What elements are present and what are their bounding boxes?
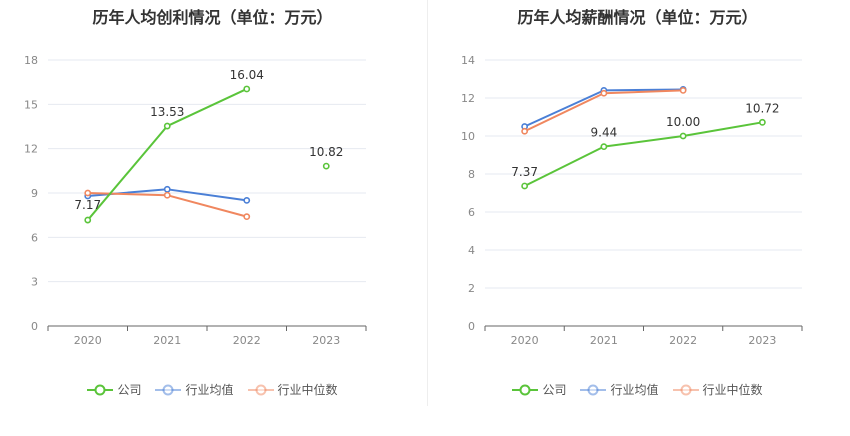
series-line-segment (87, 188, 168, 197)
data-point (679, 132, 687, 140)
data-label: 9.44 (591, 126, 618, 140)
y-tick-label: 2 (468, 282, 475, 295)
data-point (243, 85, 251, 93)
y-tick-label: 8 (468, 168, 475, 181)
legend-marker (587, 384, 599, 395)
data-point (521, 127, 529, 135)
legend-item[interactable]: 行业均值 (155, 381, 234, 398)
legend-swatch-icon (87, 384, 114, 395)
data-label: 7.37 (511, 165, 538, 179)
x-tick-label: 2021 (590, 334, 618, 347)
series-line-segment (603, 89, 684, 95)
y-tick-label: 6 (31, 231, 38, 244)
y-tick-label: 10 (461, 130, 475, 143)
data-point (322, 162, 330, 170)
data-point (521, 182, 529, 190)
data-point (163, 185, 171, 193)
series-line-segment (524, 145, 605, 187)
data-label: 13.53 (150, 105, 184, 119)
chart-legend: 公司 行业均值 行业中位数 (425, 381, 850, 398)
x-tick-label: 2020 (74, 334, 102, 347)
chart-legend: 公司 行业均值 行业中位数 (0, 381, 425, 398)
legend-swatch-icon (247, 384, 274, 395)
x-tick-label: 2022 (233, 334, 261, 347)
legend-marker (519, 384, 531, 395)
y-tick-label: 12 (461, 92, 475, 105)
y-tick-label: 3 (31, 276, 38, 289)
legend-swatch-icon (672, 384, 699, 395)
series-line-segment (603, 88, 684, 92)
chart-title: 历年人均薪酬情况（单位：万元） (517, 8, 758, 27)
legend-label: 公司 (117, 383, 142, 397)
legend-label: 行业中位数 (277, 383, 338, 397)
x-tick-label: 2023 (312, 334, 340, 347)
legend-item[interactable]: 行业中位数 (247, 381, 338, 398)
data-point (84, 189, 92, 197)
series-line-segment (87, 192, 168, 197)
legend-item[interactable]: 公司 (87, 381, 141, 398)
data-point (163, 122, 171, 130)
legend-label: 公司 (542, 383, 567, 397)
chart-title: 历年人均创利情况（单位：万元） (92, 8, 333, 27)
y-tick-label: 0 (468, 320, 475, 333)
legend-marker (680, 384, 691, 395)
data-point (243, 196, 251, 204)
legend-item[interactable]: 行业中位数 (672, 381, 763, 398)
data-point (163, 191, 171, 199)
y-tick-label: 18 (24, 54, 38, 67)
legend-label: 行业均值 (185, 383, 234, 397)
data-point (679, 87, 687, 94)
y-tick-label: 15 (24, 98, 38, 111)
data-point (600, 143, 608, 151)
x-tick-label: 2020 (511, 334, 539, 347)
panel-divider (427, 0, 428, 406)
series-line-segment (167, 188, 247, 202)
x-tick-label: 2021 (153, 334, 181, 347)
data-label: 10.72 (745, 101, 779, 115)
chart-panel-profit: 历年人均创利情况（单位：万元） 0 3 6 9 12 15 18 2020 2021 2022 20… (0, 8, 425, 398)
data-label: 16.04 (230, 68, 264, 82)
data-point (758, 118, 766, 126)
legend-marker (162, 384, 174, 395)
y-tick-label: 9 (31, 187, 38, 200)
legend-swatch-icon (580, 384, 607, 395)
y-tick-label: 4 (468, 244, 475, 257)
series-line-segment (524, 92, 605, 133)
y-tick-label: 0 (31, 320, 38, 333)
data-point (600, 89, 608, 97)
legend-swatch-icon (512, 384, 539, 395)
x-tick-label: 2023 (748, 334, 776, 347)
series-line-segment (166, 194, 248, 218)
y-tick-label: 6 (468, 206, 475, 219)
legend-marker (94, 384, 106, 395)
series-line-segment (682, 121, 763, 137)
data-point (84, 216, 92, 224)
legend-item[interactable]: 公司 (512, 381, 566, 398)
salary-line-chart: 0 2 4 6 8 10 12 14 2020 2021 2022 2023 7.37 9.44 10.00… (461, 54, 803, 347)
series-line-segment (86, 125, 169, 221)
legend-swatch-icon (155, 384, 182, 395)
series-line-segment (166, 88, 248, 127)
legend-label: 行业中位数 (702, 383, 763, 397)
legend-marker (255, 384, 266, 395)
legend-label: 行业均值 (610, 383, 659, 397)
x-tick-label: 2022 (669, 334, 697, 347)
data-label: 10.00 (666, 115, 700, 129)
profit-line-chart: 0 3 6 9 12 15 18 2020 2021 2022 2023 7.17 13.53 16.04… (24, 54, 367, 347)
series-line-segment (603, 135, 684, 148)
data-label: 10.82 (309, 145, 343, 159)
y-tick-label: 14 (461, 54, 475, 67)
chart-panel-salary: 历年人均薪酬情况（单位：万元） 0 2 4 6 8 10 12 14 2020 2021 2022 2… (425, 0, 850, 436)
data-label: 7.17 (74, 198, 101, 212)
legend-item[interactable]: 行业均值 (580, 381, 659, 398)
data-point (243, 213, 251, 221)
series-line-segment (524, 89, 605, 128)
y-tick-label: 12 (24, 143, 38, 156)
